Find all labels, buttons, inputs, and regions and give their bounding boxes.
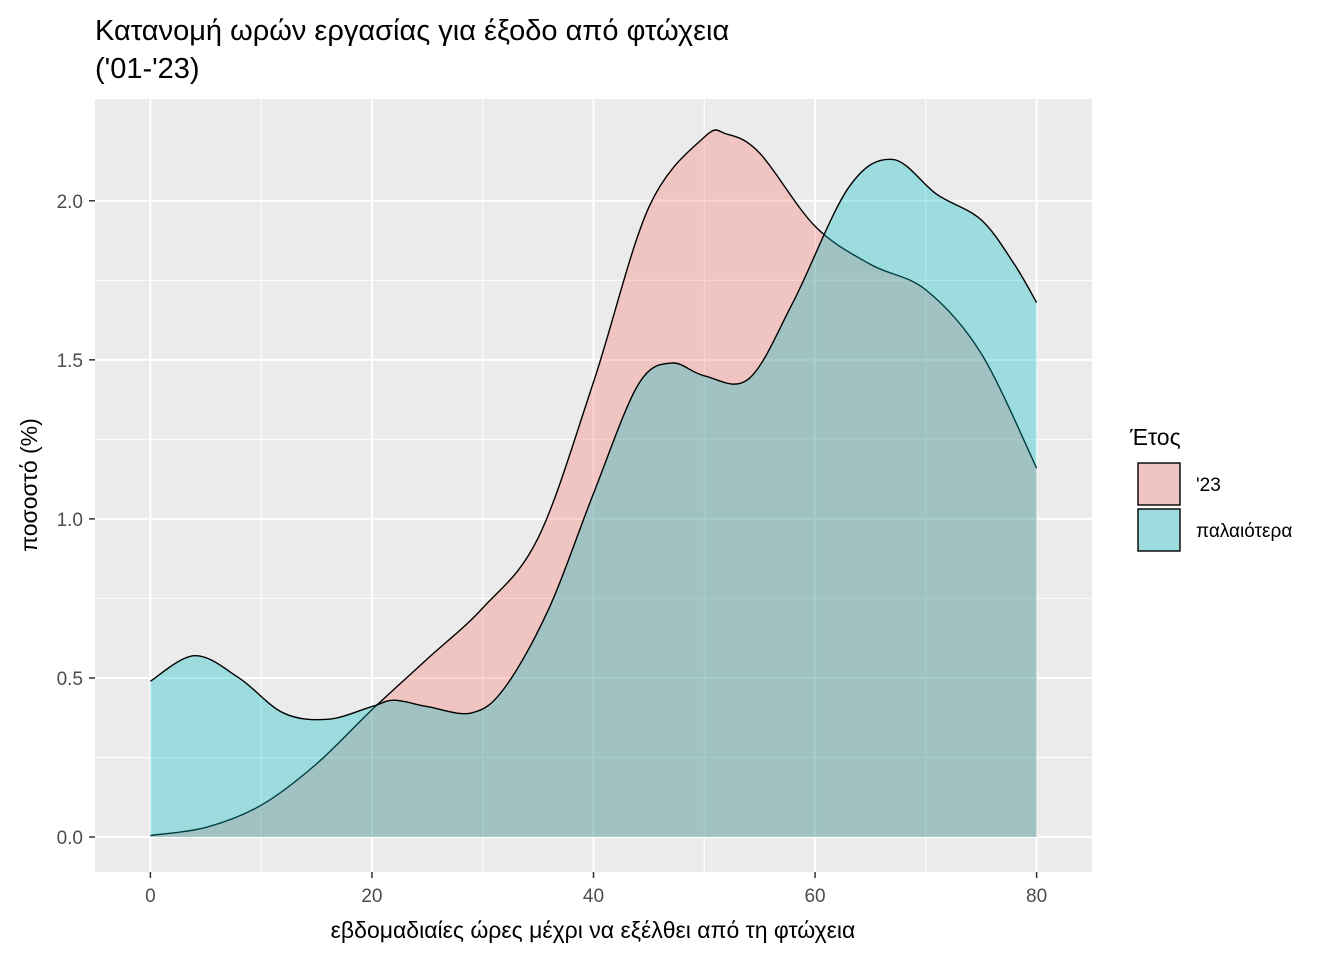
x-tick-label: 20 (361, 886, 382, 907)
y-axis-ticks: 0.0 0.5 1.0 1.5 2.0 (57, 192, 95, 849)
x-tick-label: 60 (804, 886, 825, 907)
chart-title-line-2: ('01-'23) (95, 53, 200, 85)
series-layer (150, 129, 1038, 838)
legend-key-bg (1138, 509, 1180, 551)
legend-label: '23 (1196, 475, 1221, 496)
x-axis-ticks: 0 20 40 60 80 (145, 872, 1047, 907)
x-axis-title: εβδομαδιαίες ώρες μέχρι να εξέλθει από τ… (331, 917, 856, 943)
x-tick-label: 80 (1026, 886, 1047, 907)
y-tick-label: 1.5 (57, 351, 83, 372)
density-line-series-1 (150, 158, 1038, 721)
y-tick-label: 1.0 (57, 510, 83, 531)
density-line-series-0 (150, 129, 1038, 837)
y-tick-label: 2.0 (57, 192, 83, 213)
density-area-series-0 (150, 129, 1037, 838)
legend-label: παλαιότερα (1196, 521, 1292, 542)
legend: Έτος '23 παλαιότερα (1129, 424, 1292, 552)
y-tick-label: 0.0 (57, 828, 83, 849)
legend-key-swatch (1137, 462, 1181, 506)
x-tick-label: 0 (145, 886, 156, 907)
legend-title: Έτος (1129, 424, 1181, 450)
legend-key-swatch (1137, 508, 1181, 552)
x-tick-label: 40 (583, 886, 604, 907)
chart-title-line-1: Κατανομή ωρών εργασίας για έξοδο από φτώ… (95, 15, 729, 47)
legend-items: '23 παλαιότερα (1137, 462, 1292, 552)
density-area-series-1 (150, 159, 1037, 838)
y-axis-title: ποσοστό (%) (16, 418, 42, 552)
grid-major (95, 99, 1092, 872)
legend-key-bg (1138, 463, 1180, 505)
y-tick-label: 0.5 (57, 669, 83, 690)
